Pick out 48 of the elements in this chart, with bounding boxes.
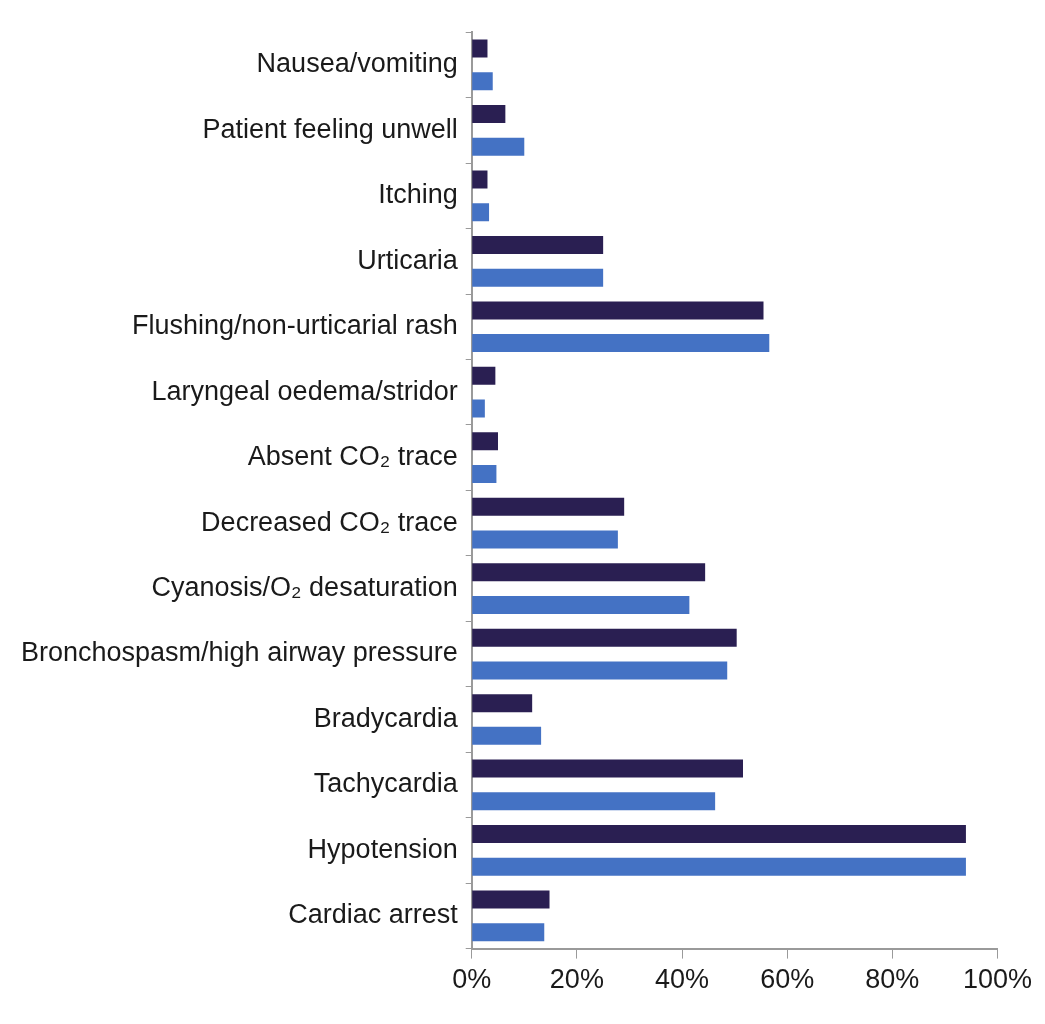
y-tick-label: Absent CO₂ trace: [247, 441, 458, 472]
bar: [472, 595, 690, 614]
bar: [472, 628, 737, 647]
y-tick-label: Hypotension: [307, 833, 458, 864]
bar: [472, 432, 498, 451]
y-tick-label: Flushing/non-urticarial rash: [132, 310, 458, 341]
y-tick-label: Urticaria: [357, 244, 459, 275]
bar: [472, 334, 770, 353]
bar: [472, 726, 542, 745]
bar: [472, 923, 545, 942]
y-tick-label: Cardiac arrest: [288, 899, 459, 930]
y-tick-label: Nausea/vomiting: [256, 48, 458, 79]
y-tick-label: Itching: [378, 179, 458, 210]
x-tick-label: 40%: [654, 964, 710, 995]
bar: [472, 39, 488, 58]
x-tick-label: 0%: [452, 964, 492, 995]
bar: [472, 661, 728, 680]
x-tick-label: 60%: [760, 964, 815, 995]
y-tick-label: Tachycardia: [313, 768, 459, 799]
bar: [472, 792, 716, 811]
y-tick-label: Laryngeal oedema/stridor: [151, 375, 458, 406]
bar: [472, 366, 496, 385]
bar: [472, 170, 488, 189]
y-tick-label: Bradycardia: [313, 702, 459, 733]
y-tick-label: Bronchospasm/high airway pressure: [20, 637, 458, 668]
bar: [472, 857, 966, 876]
y-tick-label: Decreased CO₂ trace: [201, 506, 458, 537]
bar: [472, 72, 493, 91]
bar: [472, 890, 550, 909]
bar: [472, 105, 506, 124]
y-tick-label: Cyanosis/O₂ desaturation: [151, 572, 458, 603]
bar: [472, 203, 490, 222]
x-tick-label: 100%: [962, 964, 1032, 995]
bar: [472, 497, 625, 516]
bar: [472, 268, 604, 287]
bar: [472, 137, 525, 156]
x-tick-label: 80%: [865, 964, 920, 995]
bar: [472, 465, 497, 484]
bar: [472, 694, 533, 713]
x-tick-label: 20%: [549, 964, 604, 995]
bar: [472, 530, 618, 549]
bar: [472, 301, 764, 320]
y-tick-label: Patient feeling unwell: [202, 113, 458, 144]
bar: [472, 235, 604, 254]
bar: [472, 825, 966, 844]
bar: [472, 759, 743, 778]
bar: [472, 563, 706, 582]
bar: [472, 399, 485, 418]
